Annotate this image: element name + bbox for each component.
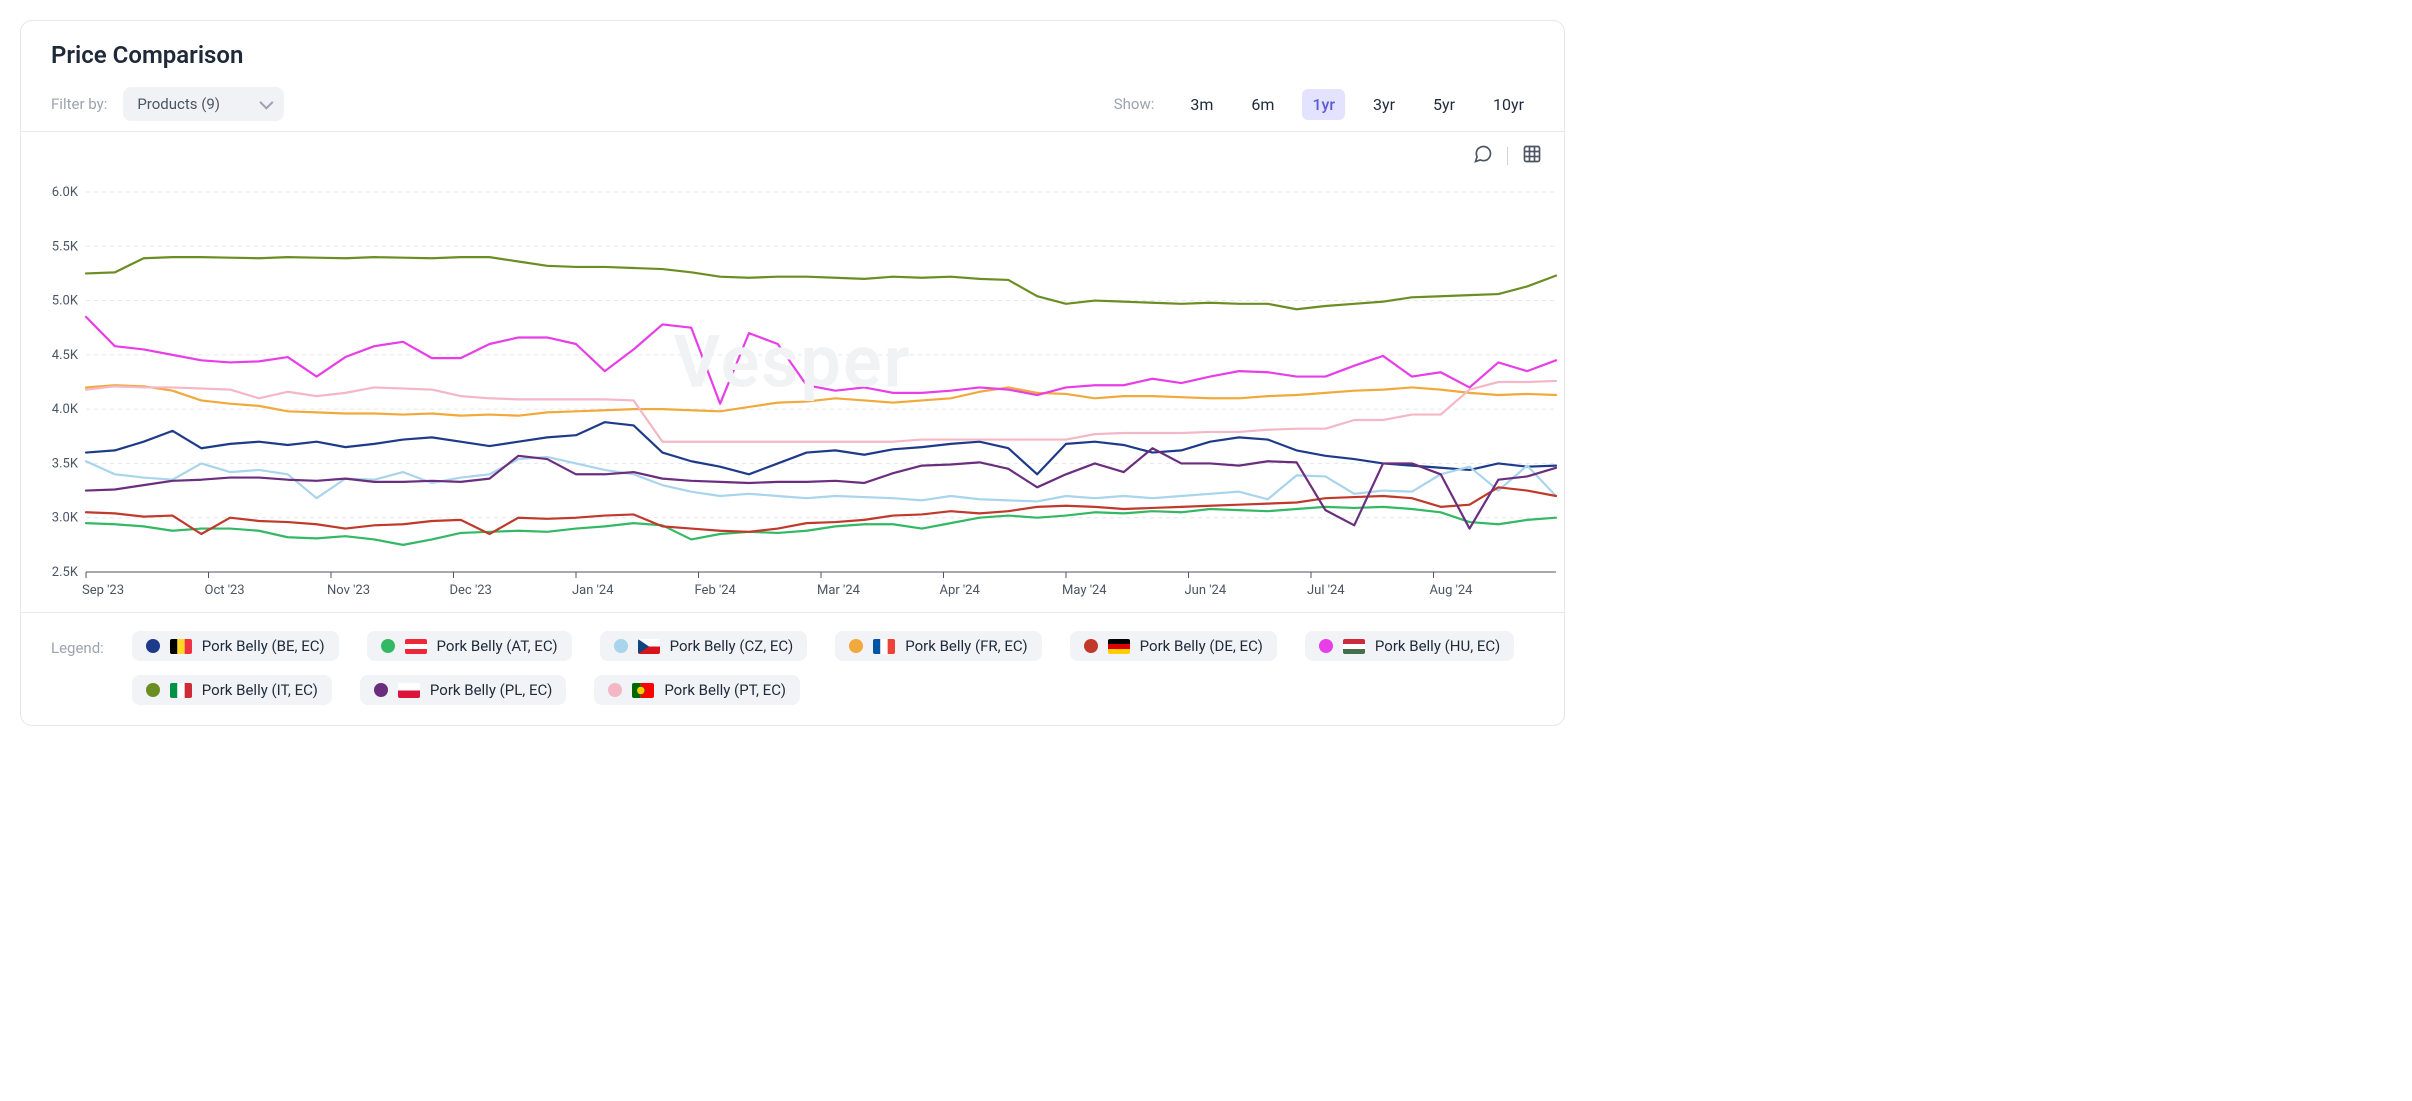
legend-item-it[interactable]: Pork Belly (IT, EC) [132, 675, 332, 705]
flag-be-icon [170, 639, 192, 654]
toolbar-divider [1507, 147, 1508, 165]
flag-it-icon [170, 683, 192, 698]
range-10yr[interactable]: 10yr [1483, 89, 1534, 120]
filter-group: Filter by: Products (9) [51, 87, 284, 121]
flag-hu-icon [1343, 639, 1365, 654]
legend-item-at[interactable]: Pork Belly (AT, EC) [367, 631, 572, 661]
series-line-it[interactable] [86, 257, 1556, 309]
flag-de-icon [1108, 639, 1130, 654]
legend-items: Pork Belly (BE, EC) Pork Belly (AT, EC) Po… [132, 631, 1534, 705]
svg-text:Sep '23: Sep '23 [82, 583, 124, 598]
svg-text:2.5K: 2.5K [52, 565, 79, 580]
flag-pt-icon [632, 683, 654, 698]
flag-cz-icon [638, 639, 660, 654]
svg-text:4.0K: 4.0K [52, 402, 79, 417]
legend-item-pl[interactable]: Pork Belly (PL, EC) [360, 675, 566, 705]
legend-item-fr[interactable]: Pork Belly (FR, EC) [835, 631, 1041, 661]
card-header: Price Comparison Filter by: Products (9)… [21, 21, 1564, 131]
chart-area: Vesper 2.5K3.0K3.5K4.0K4.5K5.0K5.5K6.0KS… [21, 131, 1564, 612]
range-1yr[interactable]: 1yr [1302, 89, 1345, 120]
svg-text:Aug '24: Aug '24 [1430, 583, 1474, 598]
range-group: Show: 3m 6m 1yr 3yr 5yr 10yr [1114, 89, 1534, 120]
legend-dot [146, 639, 160, 653]
legend-dot [146, 683, 160, 697]
line-chart[interactable]: 2.5K 3.0K 3.5K 4.0K 4.5K 5.0K 5.5K 6.0K Sep '23 O… [31, 142, 1565, 612]
legend-item-hu[interactable]: Pork Belly (HU, EC) [1305, 631, 1514, 661]
table-view-icon[interactable] [1522, 144, 1542, 168]
dropdown-label: Products (9) [137, 95, 220, 113]
svg-text:5.5K: 5.5K [52, 239, 79, 254]
legend-item-label: Pork Belly (BE, EC) [202, 637, 325, 655]
series-line-de[interactable] [86, 487, 1556, 534]
legend-dot [849, 639, 863, 653]
legend-dot [1084, 639, 1098, 653]
flag-pl-icon [398, 683, 420, 698]
legend-item-label: Pork Belly (FR, EC) [905, 637, 1027, 655]
legend-item-label: Pork Belly (CZ, EC) [670, 637, 794, 655]
page-title: Price Comparison [51, 41, 1534, 69]
legend-item-cz[interactable]: Pork Belly (CZ, EC) [600, 631, 808, 661]
range-3m[interactable]: 3m [1180, 89, 1223, 120]
range-6m[interactable]: 6m [1241, 89, 1284, 120]
legend-dot [608, 683, 622, 697]
svg-text:Mar '24: Mar '24 [817, 583, 861, 598]
legend-area: Legend: Pork Belly (BE, EC) Pork Belly (A… [21, 612, 1564, 725]
svg-text:Jan '24: Jan '24 [572, 583, 614, 598]
legend-item-label: Pork Belly (AT, EC) [437, 637, 558, 655]
legend-item-label: Pork Belly (HU, EC) [1375, 637, 1500, 655]
legend-dot [374, 683, 388, 697]
svg-text:Jul '24: Jul '24 [1307, 583, 1345, 598]
series-line-be[interactable] [86, 422, 1556, 474]
range-3yr[interactable]: 3yr [1363, 89, 1405, 120]
svg-text:Nov '23: Nov '23 [327, 583, 370, 598]
svg-text:May '24: May '24 [1062, 583, 1107, 598]
legend-dot [614, 639, 628, 653]
svg-text:4.5K: 4.5K [52, 348, 79, 363]
legend-item-de[interactable]: Pork Belly (DE, EC) [1070, 631, 1277, 661]
series-line-at[interactable] [86, 507, 1556, 545]
svg-text:Feb '24: Feb '24 [695, 583, 737, 598]
chart-toolbar [1473, 144, 1542, 168]
svg-text:6.0K: 6.0K [52, 185, 79, 200]
svg-text:Apr '24: Apr '24 [940, 583, 981, 598]
comment-icon[interactable] [1473, 144, 1493, 168]
range-5yr[interactable]: 5yr [1423, 89, 1465, 120]
legend-item-be[interactable]: Pork Belly (BE, EC) [132, 631, 339, 661]
flag-at-icon [405, 639, 427, 654]
svg-text:3.0K: 3.0K [52, 511, 79, 526]
legend-item-label: Pork Belly (DE, EC) [1140, 637, 1263, 655]
svg-text:5.0K: 5.0K [52, 294, 79, 309]
legend-label: Legend: [51, 631, 104, 657]
price-comparison-card: Price Comparison Filter by: Products (9)… [20, 20, 1565, 726]
svg-text:3.5K: 3.5K [52, 456, 79, 471]
legend-item-pt[interactable]: Pork Belly (PT, EC) [594, 675, 800, 705]
series-line-hu[interactable] [86, 317, 1556, 404]
series-line-fr[interactable] [86, 385, 1556, 415]
legend-item-label: Pork Belly (PT, EC) [664, 681, 786, 699]
svg-text:Oct '23: Oct '23 [205, 583, 245, 598]
svg-text:Dec '23: Dec '23 [450, 583, 492, 598]
legend-dot [381, 639, 395, 653]
svg-text:Jun '24: Jun '24 [1185, 583, 1227, 598]
filter-label: Filter by: [51, 95, 107, 113]
flag-fr-icon [873, 639, 895, 654]
legend-item-label: Pork Belly (IT, EC) [202, 681, 318, 699]
legend-item-label: Pork Belly (PL, EC) [430, 681, 552, 699]
products-dropdown[interactable]: Products (9) [123, 87, 284, 121]
chevron-down-icon [259, 96, 273, 110]
show-label: Show: [1114, 95, 1155, 113]
controls-row: Filter by: Products (9) Show: 3m 6m 1yr 3yr… [51, 87, 1534, 121]
legend-dot [1319, 639, 1333, 653]
